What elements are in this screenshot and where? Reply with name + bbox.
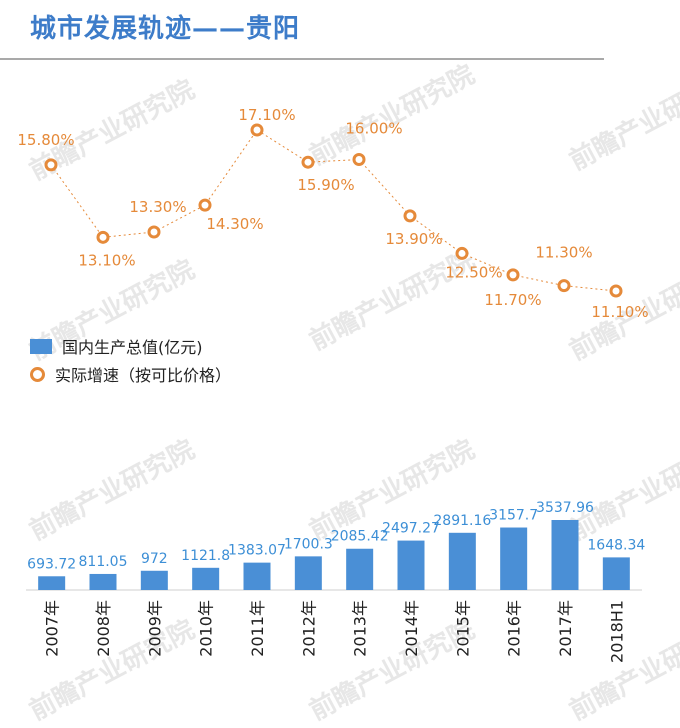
bar-value-label: 1383.07 (228, 543, 286, 559)
bar-value-label: 3157.7 (489, 508, 538, 524)
bar (243, 562, 271, 590)
chart-canvas: 693.72 2007年 811.05 2008年 972 2009年 1121.8 2010… (17, 106, 648, 663)
legend-bar-swatch (30, 338, 52, 354)
growth-value-label: 11.70% (484, 291, 541, 309)
x-tick-label: 2010年 (197, 600, 216, 657)
x-tick-label: 2011年 (248, 600, 267, 657)
page-title: 城市发展轨迹——贵阳 (30, 14, 301, 44)
legend-dot-swatch (30, 366, 45, 382)
x-tick-label: 2008年 (94, 600, 113, 657)
growth-point (44, 158, 58, 172)
bar (89, 573, 117, 590)
growth-point (455, 246, 469, 260)
bar-value-label: 972 (141, 551, 168, 567)
bar-value-label: 2891.16 (433, 513, 491, 529)
growth-point (301, 155, 315, 169)
x-tick-label: 2012年 (299, 600, 318, 657)
growth-point (147, 225, 161, 239)
growth-value-label: 11.10% (591, 303, 648, 321)
growth-value-label: 15.90% (297, 176, 354, 194)
bar (397, 540, 425, 590)
bar-value-label: 1121.8 (181, 548, 230, 564)
x-tick-label: 2016年 (505, 600, 524, 657)
title-divider (0, 58, 604, 60)
growth-value-label: 13.10% (78, 251, 135, 269)
bar-value-label: 811.05 (79, 554, 128, 570)
x-tick-label: 2015年 (453, 600, 472, 657)
growth-value-label: 13.30% (129, 198, 186, 216)
growth-value-label: 11.30% (535, 244, 592, 262)
growth-point (609, 284, 623, 298)
growth-value-label: 13.90% (385, 230, 442, 248)
bar-value-label: 2085.42 (331, 529, 389, 545)
x-tick-label: 2017年 (556, 600, 575, 657)
bar (192, 567, 220, 590)
legend-label-gdp: 国内生产总值(亿元) (62, 338, 203, 357)
bar-value-label: 1648.34 (587, 537, 645, 553)
x-tick-label: 2014年 (402, 600, 421, 657)
growth-point (506, 268, 520, 282)
growth-point (403, 209, 417, 223)
x-tick-label: 2013年 (351, 600, 370, 657)
bar (602, 557, 630, 590)
x-tick-label: 2007年 (43, 600, 62, 657)
legend-label-growth: 实际增速（按可比价格） (55, 366, 232, 385)
bar-value-label: 693.72 (27, 556, 76, 572)
growth-value-label: 16.00% (345, 120, 402, 138)
growth-value-label: 12.50% (445, 263, 502, 281)
growth-point (198, 198, 212, 212)
growth-line (50, 129, 617, 292)
legend-item-growth: 实际增速（按可比价格） (30, 362, 231, 386)
growth-point (96, 230, 110, 244)
bar (140, 570, 168, 590)
growth-point (557, 279, 571, 293)
x-tick-label: 2009年 (145, 600, 164, 657)
bar (500, 527, 528, 590)
growth-point (352, 153, 366, 167)
bar-value-label: 3537.96 (536, 500, 594, 516)
bar (448, 532, 476, 590)
bar-value-label: 1700.3 (284, 536, 333, 552)
legend-item-gdp: 国内生产总值(亿元) (30, 334, 203, 358)
growth-value-label: 17.10% (238, 106, 295, 124)
growth-value-label: 15.80% (17, 131, 74, 149)
x-tick-label: 2018H1 (607, 600, 626, 663)
bar (346, 548, 374, 590)
growth-point (250, 123, 264, 137)
bar-value-label: 2497.27 (382, 521, 440, 537)
bar (551, 520, 579, 590)
bar (38, 576, 66, 590)
bar (294, 556, 322, 590)
growth-value-label: 14.30% (206, 215, 263, 233)
